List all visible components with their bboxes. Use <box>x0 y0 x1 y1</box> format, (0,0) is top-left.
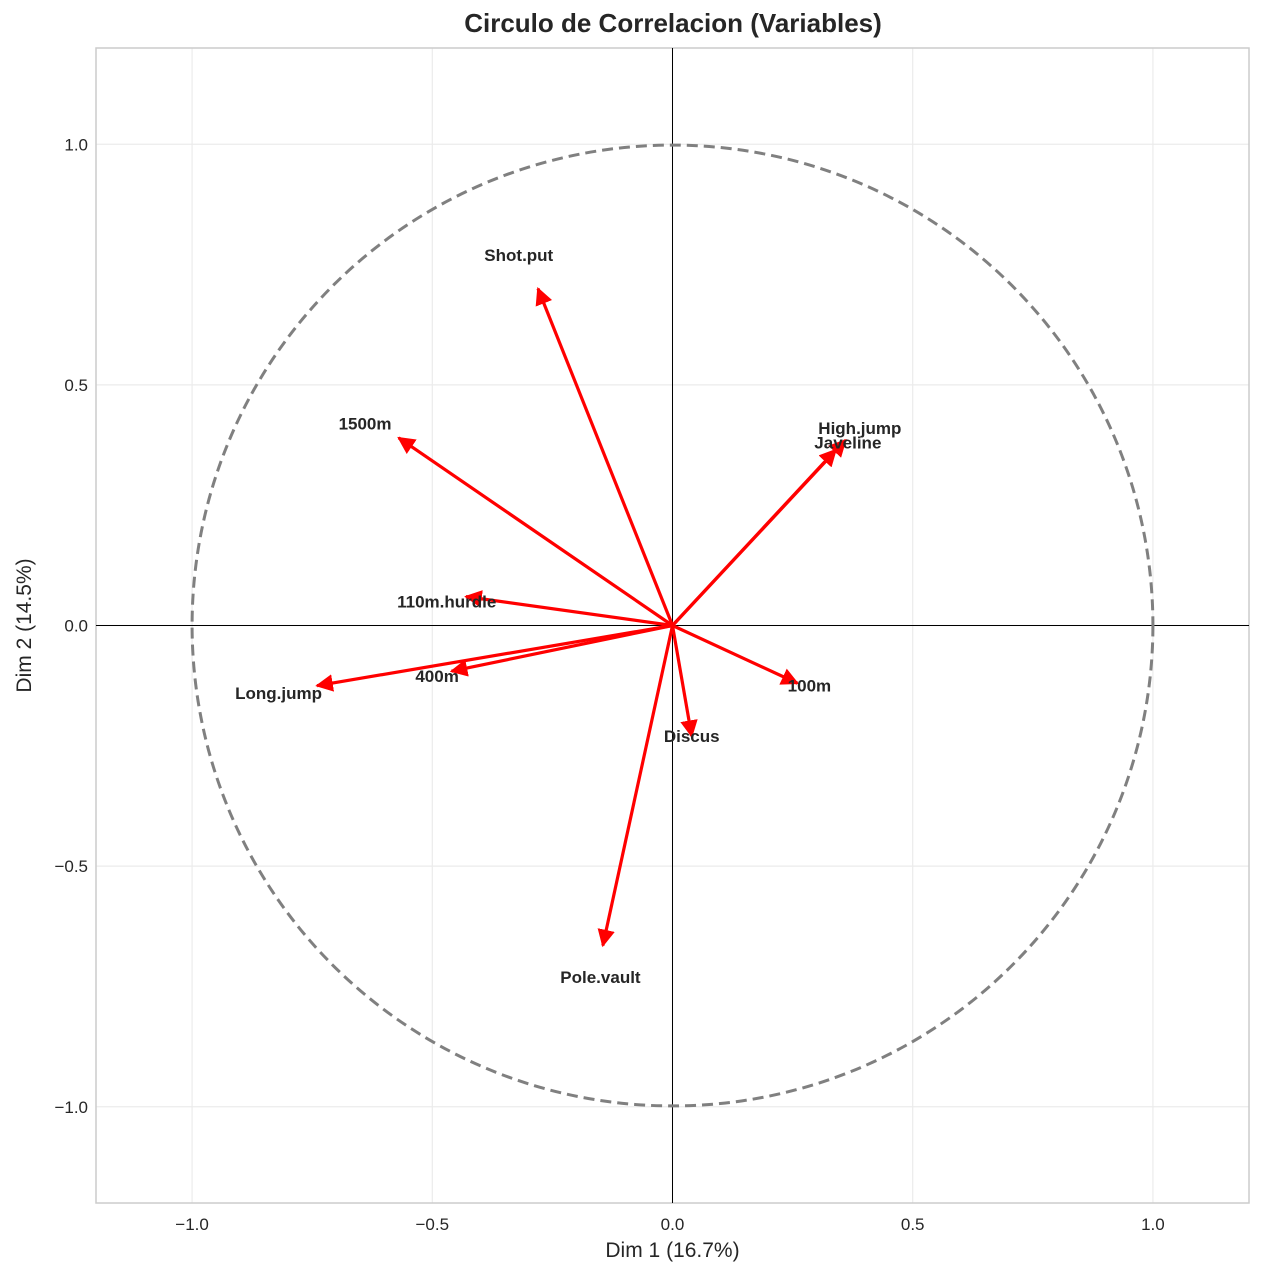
x-tick-label: 0.5 <box>901 1215 925 1234</box>
variable-label: Javeline <box>814 434 881 453</box>
variable-arrow <box>671 624 800 685</box>
x-tick-label: −0.5 <box>416 1215 450 1234</box>
unit-circle <box>190 143 1155 1108</box>
x-tick-label: 1.0 <box>1141 1215 1165 1234</box>
variable-arrows <box>315 286 847 948</box>
x-axis-label: Dim 1 (16.7%) <box>605 1239 739 1262</box>
variable-arrow <box>449 623 673 677</box>
x-tick-label: −1.0 <box>175 1215 209 1234</box>
y-tick-label: 0.0 <box>64 617 88 636</box>
variable-label: Discus <box>664 727 720 746</box>
variable-label: Long.jump <box>235 684 322 703</box>
variable-arrow <box>464 590 673 628</box>
variable-arrow <box>670 625 698 738</box>
variable-label: Shot.put <box>484 246 553 265</box>
variable-arrow <box>535 286 674 627</box>
y-tick-label: 1.0 <box>64 135 88 154</box>
variable-label: 400m <box>415 667 458 686</box>
variable-label: 1500m <box>339 414 392 433</box>
variable-arrow <box>671 448 838 627</box>
y-axis-label: Dim 2 (14.5%) <box>13 558 36 692</box>
tick-labels: −1.0 −0.5 0.0 0.5 1.0 −1.0 −0.5 0.0 0.5 1.0 <box>54 135 1164 1234</box>
chart-title: Circulo de Correlacion (Variables) <box>464 8 882 38</box>
y-tick-label: −1.0 <box>54 1098 88 1117</box>
x-tick-label: 0.0 <box>661 1215 685 1234</box>
variable-label: 100m <box>788 677 831 696</box>
variable-label: 110m.hurdle <box>397 592 496 611</box>
variable-arrow <box>597 625 675 948</box>
y-tick-label: 0.5 <box>64 376 88 395</box>
variable-label: High.jump <box>818 419 901 438</box>
variable-arrow <box>315 623 673 692</box>
variable-arrow <box>397 436 674 627</box>
variable-label: Pole.vault <box>560 968 641 987</box>
y-tick-label: −0.5 <box>54 857 88 876</box>
